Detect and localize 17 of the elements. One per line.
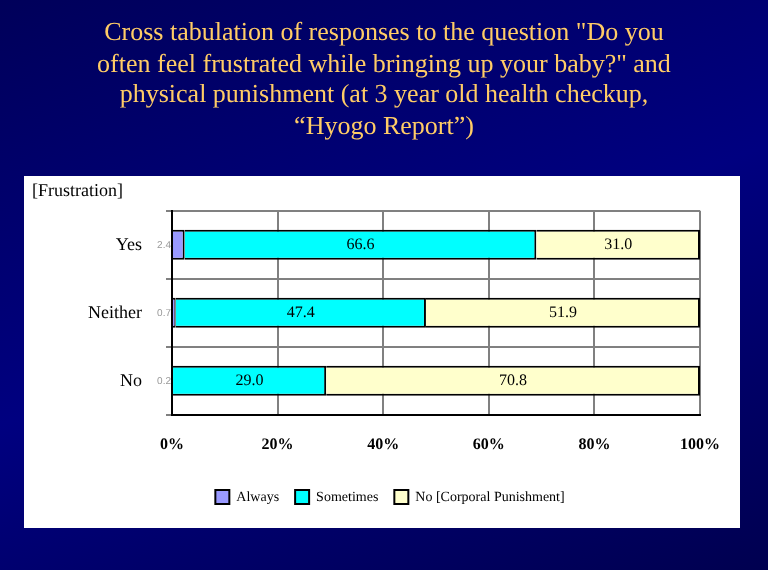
y-tick-label: No bbox=[119, 369, 143, 390]
x-tick-label: 100% bbox=[680, 434, 720, 453]
x-tick-label: 20% bbox=[261, 434, 294, 453]
x-tick-label: 40% bbox=[367, 434, 400, 453]
data-label: 47.4 bbox=[286, 302, 315, 321]
data-label: 66.6 bbox=[346, 234, 375, 253]
data-label: 31.0 bbox=[604, 234, 633, 253]
data-label: 51.9 bbox=[548, 302, 577, 321]
x-tick-label: 60% bbox=[472, 434, 505, 453]
data-label: 70.8 bbox=[499, 370, 528, 389]
y-axis-title: [Frustration] bbox=[32, 180, 123, 200]
data-label: 29.0 bbox=[235, 370, 264, 389]
chart-title: Cross tabulation of responses to the question "Do you often feel frustrated while bringing up your baby?" and physical punishment (at 3 year old health checkup, “Hyogo Report”) bbox=[95, 16, 673, 140]
x-tick-label: 0% bbox=[159, 434, 184, 453]
y-tick-label: Neither bbox=[87, 301, 142, 322]
y-tick-label: Yes bbox=[115, 233, 143, 254]
x-tick-label: 80% bbox=[578, 434, 611, 453]
